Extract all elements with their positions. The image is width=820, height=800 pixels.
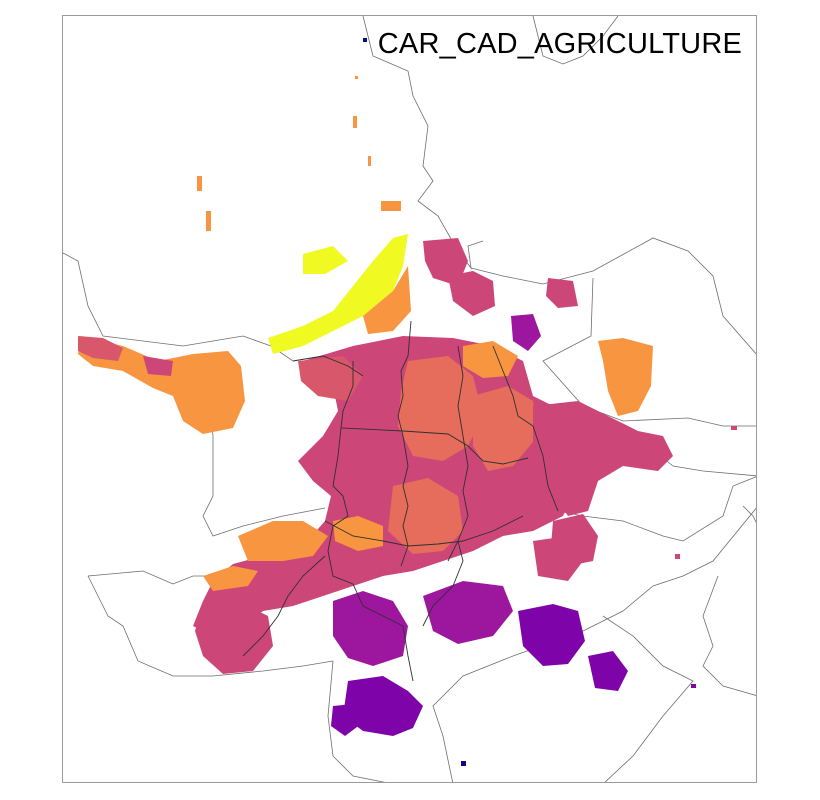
district-south-west-edge (87, 575, 334, 677)
district-west (202, 387, 326, 537)
inner-boundary-junction (292, 355, 364, 377)
inner-boundary-east (447, 345, 469, 562)
inner-boundary-north (397, 320, 412, 437)
district-south (327, 660, 386, 782)
region-north-junction (463, 341, 518, 378)
region-south-purple (333, 591, 408, 666)
region-northeast-magenta (423, 238, 468, 286)
region-southeast-magenta (533, 536, 583, 581)
region-northwest-patch (143, 356, 173, 376)
point-southeast-purple (691, 684, 696, 688)
region-west-rose (298, 356, 363, 401)
region-west-orange-band (238, 521, 328, 561)
district-top-edge (532, 16, 619, 65)
region-yellow-north (303, 246, 348, 274)
region-north-east-strip (448, 271, 495, 316)
point-east-pink (731, 426, 737, 430)
region-east-magenta (533, 401, 673, 516)
inner-boundary-southwest (242, 555, 326, 657)
point-north-orange-4 (381, 201, 401, 211)
inner-boundary-ring-south (324, 515, 524, 547)
region-northwest-arm (78, 336, 245, 434)
region-center-orange (333, 516, 383, 551)
point-north-orange-3 (368, 156, 371, 166)
region-east-spot (546, 278, 578, 308)
region-southwest-magenta (195, 601, 273, 674)
point-east-magenta (675, 554, 680, 559)
scattered-points (197, 38, 737, 766)
point-south-navy (461, 761, 466, 766)
region-west-orange-strip (203, 566, 258, 591)
inner-boundary-southeast (422, 540, 464, 627)
density-layer (78, 234, 673, 736)
region-south-violet (343, 676, 423, 736)
region-south-center-purple (423, 581, 513, 644)
inner-boundary-ring (340, 361, 529, 465)
inner-boundary-south (352, 583, 414, 682)
district-east-lower (532, 476, 756, 542)
inner-boundary-east-ring (492, 345, 559, 512)
point-north-navy (363, 38, 367, 42)
inner-boundary-west (327, 427, 354, 585)
district-southeast-edge (602, 615, 694, 782)
region-northeast-purple (511, 314, 541, 351)
point-north-orange-1 (355, 76, 358, 79)
district-southeast (432, 507, 756, 782)
point-northwest-orange (197, 176, 202, 191)
district-top-right (742, 505, 756, 523)
region-yellow-wedge (268, 234, 408, 354)
point-northwest-orange-2 (206, 211, 211, 231)
region-southeast-violet-2 (588, 651, 628, 691)
map-canvas (63, 16, 756, 782)
map-title: CAR_CAD_AGRICULTURE (377, 28, 742, 60)
region-central-salmon-2 (473, 386, 538, 471)
district-northeast (470, 237, 756, 355)
region-southeast-violet (518, 604, 585, 666)
region-orange-north-ridge (363, 266, 411, 334)
inner-boundaries (242, 320, 559, 682)
region-central-salmon-3 (388, 478, 463, 554)
map-frame: CAR_CAD_AGRICULTURE (62, 15, 757, 783)
district-right-edge (702, 575, 756, 696)
region-south-violet-2 (331, 704, 361, 736)
region-northwest-tip (78, 336, 123, 361)
point-north-orange-2 (353, 116, 357, 128)
region-northeast-orange (598, 338, 653, 416)
region-central-core (193, 336, 583, 636)
